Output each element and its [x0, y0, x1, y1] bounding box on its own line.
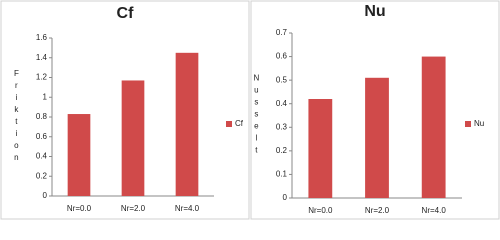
chart-panel: Cf Friktion 0 0.2 0.4 0.6 0.8 1 1.2 1.4 1.6 Nr=0.0 N… — [0, 0, 250, 220]
y-tick-label: 1.2 — [36, 73, 48, 82]
y-axis-label: Nusselt — [252, 74, 261, 158]
y-tick-label: 0.7 — [276, 28, 288, 37]
bar — [67, 114, 91, 196]
x-tick-label: Nr=0.0 — [67, 204, 92, 213]
chart-title: Nu — [364, 3, 385, 20]
y-tick-label: 0.4 — [36, 152, 48, 161]
legend-label: Cf — [235, 119, 244, 128]
bar — [421, 56, 446, 199]
y-tick-label: 0.2 — [36, 171, 48, 180]
x-tick-label: Nr=2.0 — [365, 206, 390, 215]
bar — [308, 99, 333, 198]
y-axis-label: Friktion — [12, 69, 21, 165]
y-tick-label: 0.6 — [36, 132, 48, 141]
chart-panel: Nu Nusselt 0 0.1 0.2 0.3 0.4 0.5 0.6 0.7 Nr=0.0 Nr=… — [250, 0, 500, 220]
bar — [121, 80, 145, 196]
y-tick-label: 0.5 — [276, 75, 288, 84]
y-tick-label: 0.8 — [36, 112, 48, 121]
y-tick-label: 1.6 — [36, 33, 48, 42]
legend-label: Nu — [474, 119, 484, 128]
y-tick-label: 0 — [43, 191, 48, 200]
x-tick-label: Nr=2.0 — [121, 204, 146, 213]
page: {"chart_data": [ {"type": "bar", "title"… — [0, 0, 500, 220]
y-tick-label: 0.4 — [276, 99, 288, 108]
x-tick-label: Nr=4.0 — [175, 204, 200, 213]
y-tick-label: 1 — [43, 92, 48, 101]
y-tick-label: 0.2 — [276, 146, 288, 155]
y-tick-label: 0.1 — [276, 170, 288, 179]
y-tick-label: 0 — [283, 193, 288, 202]
chart-title: Cf — [117, 5, 135, 22]
legend-swatch — [226, 121, 232, 127]
y-tick-label: 0.3 — [276, 122, 288, 131]
chart-frame — [250, 0, 500, 220]
y-tick-label: 0.6 — [276, 52, 288, 61]
legend-swatch — [465, 121, 471, 127]
y-tick-label: 1.4 — [36, 53, 48, 62]
x-tick-label: Nr=4.0 — [422, 206, 447, 215]
x-tick-label: Nr=0.0 — [308, 206, 333, 215]
bar — [175, 52, 199, 196]
chart-frame — [0, 0, 250, 220]
bar — [365, 77, 389, 198]
